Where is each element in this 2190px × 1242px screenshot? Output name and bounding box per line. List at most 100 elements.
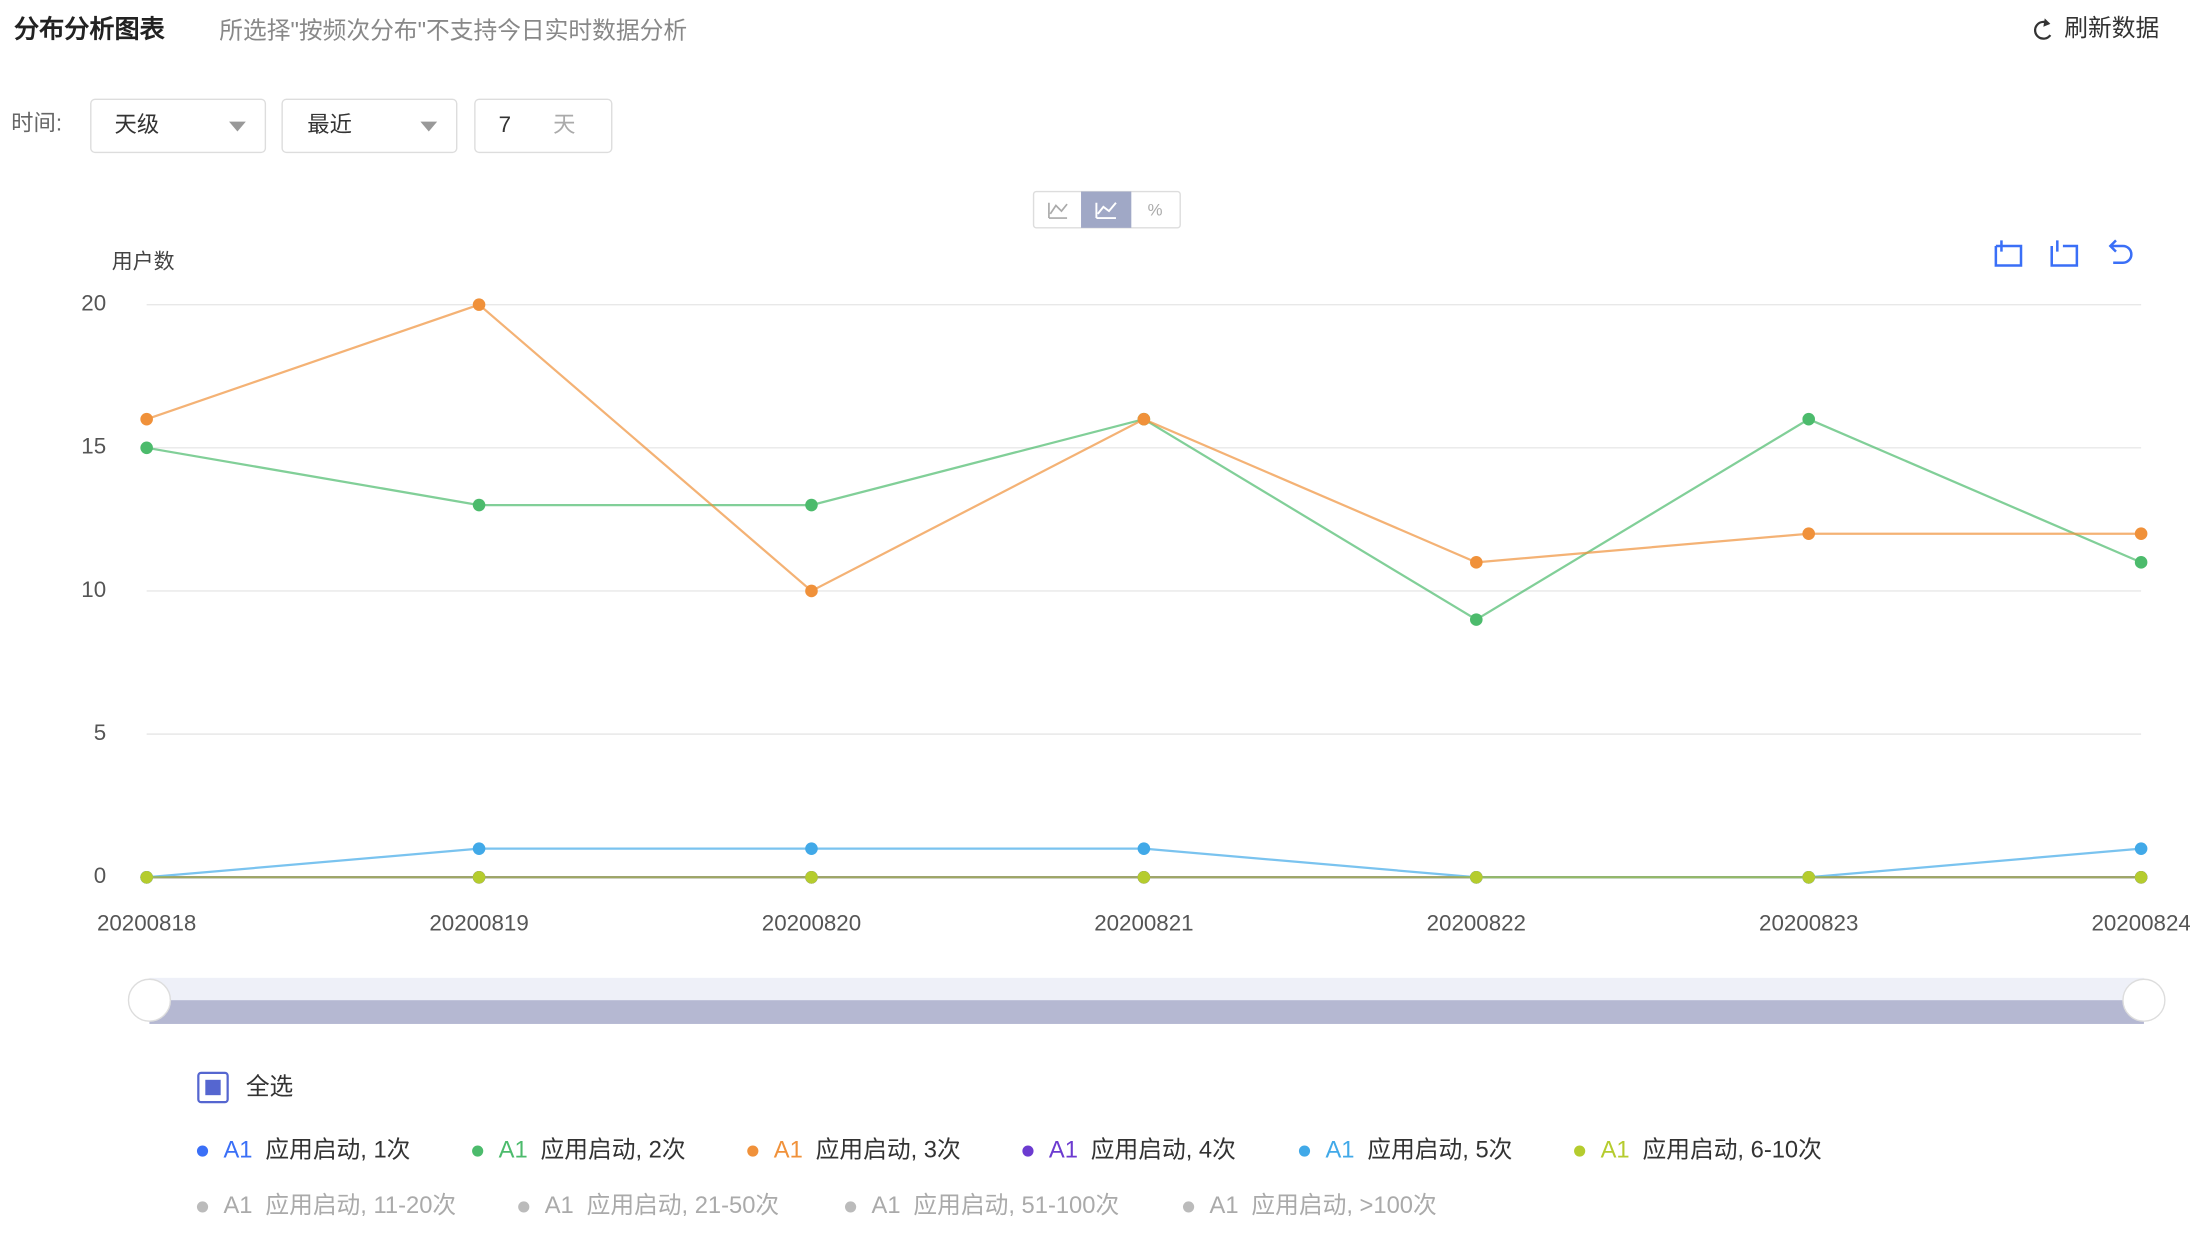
data-point bbox=[805, 842, 818, 855]
y-tick-label: 20 bbox=[81, 291, 106, 316]
legend-dot[interactable] bbox=[747, 1145, 759, 1157]
data-point bbox=[140, 412, 153, 426]
data-point bbox=[1137, 871, 1151, 884]
data-point bbox=[1470, 613, 1483, 626]
y-tick-label: 0 bbox=[94, 863, 106, 888]
y-tick-label: 15 bbox=[81, 434, 106, 459]
chart-type-toggle: % bbox=[1032, 190, 1181, 229]
legend-label[interactable]: 应用启动, 6-10次 bbox=[1643, 1136, 1822, 1163]
area-icon[interactable] bbox=[1048, 202, 1068, 219]
legend-dot[interactable] bbox=[196, 1201, 209, 1213]
legend-tag[interactable]: A1 bbox=[872, 1193, 901, 1219]
data-point bbox=[1802, 527, 1815, 540]
y-tick-label: 5 bbox=[94, 720, 106, 745]
checkbox-fill bbox=[205, 1079, 221, 1096]
legend-dot[interactable] bbox=[1022, 1145, 1034, 1157]
legend-dot[interactable] bbox=[1574, 1145, 1586, 1157]
x-tick-label: 20200824 bbox=[2091, 911, 2190, 936]
legend-tag[interactable]: A1 bbox=[223, 1137, 252, 1163]
legend-label[interactable]: 应用启动, 21-50次 bbox=[587, 1192, 780, 1219]
legend-tag[interactable]: A1 bbox=[499, 1137, 528, 1163]
page-title: 分布分析图表 bbox=[14, 15, 166, 44]
zoom-handle[interactable] bbox=[127, 978, 172, 1022]
legend-dot[interactable] bbox=[518, 1201, 530, 1213]
toolbox bbox=[1994, 239, 2133, 267]
data-point bbox=[472, 298, 486, 311]
y-axis-label: 用户数 bbox=[112, 250, 175, 273]
x-tick-label: 20200818 bbox=[97, 911, 196, 936]
granularity-select[interactable]: 天级 bbox=[90, 98, 267, 154]
legend-dot[interactable] bbox=[1298, 1145, 1311, 1157]
input-box bbox=[474, 98, 613, 154]
zoom-fill bbox=[149, 1000, 2144, 1024]
data-point bbox=[140, 441, 153, 455]
subtitle: 所选择"按频次分布"不支持今日实时数据分析 bbox=[219, 18, 687, 45]
data-point bbox=[472, 842, 486, 855]
data-point bbox=[140, 871, 153, 884]
data-point bbox=[1137, 412, 1151, 426]
y-tick-label: 10 bbox=[81, 577, 106, 602]
data-point bbox=[805, 498, 818, 512]
legend-label[interactable]: 应用启动, 1次 bbox=[265, 1136, 410, 1163]
range-select[interactable]: 最近 bbox=[281, 98, 458, 154]
data-point bbox=[472, 871, 486, 884]
legend-label[interactable]: 应用启动, 3次 bbox=[816, 1136, 961, 1163]
legend-label[interactable]: 应用启动, 11-20次 bbox=[265, 1192, 456, 1219]
legend-tag[interactable]: A1 bbox=[774, 1137, 803, 1163]
time-label: 时间: bbox=[11, 110, 62, 135]
data-point bbox=[805, 871, 818, 884]
select-all-label: 全选 bbox=[246, 1073, 293, 1100]
input-unit: 天 bbox=[553, 112, 575, 137]
data-zoom bbox=[127, 977, 2166, 1024]
refresh-arrow bbox=[2043, 18, 2051, 27]
data-point bbox=[2134, 871, 2148, 884]
restore-icon[interactable] bbox=[2108, 239, 2133, 265]
x-tick-label: 20200820 bbox=[762, 911, 861, 936]
legend-dot[interactable] bbox=[196, 1145, 209, 1157]
data-point bbox=[2134, 556, 2148, 569]
legend-tag[interactable]: A1 bbox=[223, 1193, 252, 1219]
series-line bbox=[146, 417, 2142, 621]
legend-dot[interactable] bbox=[844, 1201, 857, 1213]
legend-label[interactable]: 应用启动, 2次 bbox=[541, 1136, 686, 1163]
caret bbox=[420, 121, 438, 132]
data-point bbox=[805, 584, 818, 598]
data-point bbox=[1470, 871, 1483, 884]
legend-dot[interactable] bbox=[472, 1145, 484, 1157]
legend-label[interactable]: 应用启动, >100次 bbox=[1251, 1192, 1436, 1219]
zoom-icon[interactable] bbox=[1994, 240, 2023, 267]
legend-label[interactable]: 应用启动, 5次 bbox=[1367, 1136, 1512, 1163]
data-point bbox=[2134, 527, 2148, 540]
legend-tag[interactable]: A1 bbox=[1210, 1193, 1239, 1219]
data-point bbox=[472, 498, 486, 512]
legend-tag[interactable]: A1 bbox=[1049, 1137, 1078, 1163]
x-tick-label: 20200822 bbox=[1427, 911, 1526, 936]
refresh-label: 刷新数据 bbox=[2064, 15, 2159, 42]
select-box bbox=[90, 98, 267, 154]
select-all[interactable]: 全选 bbox=[197, 1071, 293, 1104]
percent-toggle[interactable]: % bbox=[1148, 200, 1163, 219]
data-point bbox=[1470, 556, 1483, 569]
x-tick-label: 20200823 bbox=[1759, 911, 1858, 936]
select-value: 最近 bbox=[307, 112, 352, 137]
legend-label[interactable]: 应用启动, 51-100次 bbox=[913, 1192, 1119, 1219]
data-point bbox=[1802, 412, 1815, 426]
refresh-button[interactable]: 刷新数据 bbox=[2033, 15, 2159, 42]
legend-dot[interactable] bbox=[1182, 1201, 1195, 1213]
legend-tag[interactable]: A1 bbox=[545, 1193, 574, 1219]
caret bbox=[229, 121, 246, 132]
days-input[interactable]: 7 天 bbox=[474, 98, 613, 154]
x-tick-label: 20200821 bbox=[1094, 911, 1193, 936]
zoom-handle[interactable] bbox=[2122, 978, 2166, 1022]
zoom-reset-icon[interactable] bbox=[2050, 240, 2079, 267]
input-value: 7 bbox=[499, 112, 511, 137]
legend-tag[interactable]: A1 bbox=[1601, 1137, 1630, 1163]
line-icon bbox=[1095, 202, 1117, 220]
select-value: 天级 bbox=[115, 112, 160, 137]
legend-tag[interactable]: A1 bbox=[1325, 1137, 1354, 1163]
legend-label[interactable]: 应用启动, 4次 bbox=[1091, 1136, 1236, 1163]
data-point bbox=[2134, 842, 2148, 855]
select-box bbox=[281, 98, 458, 154]
